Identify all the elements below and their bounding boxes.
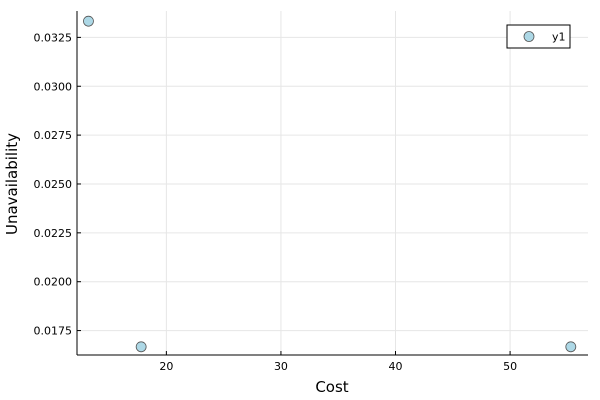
x-axis-label: Cost: [315, 378, 348, 396]
x-tick-label: 20: [159, 360, 173, 373]
data-point: [135, 341, 147, 353]
x-tick-label: 50: [503, 360, 517, 373]
y-tick-label: 0.0200: [34, 276, 73, 289]
data-point: [565, 341, 577, 353]
legend-label: y1: [552, 31, 566, 44]
grid: [77, 11, 588, 355]
y-tick-label: 0.0275: [34, 129, 73, 142]
x-tick-label: 40: [389, 360, 403, 373]
legend: y1: [506, 24, 571, 49]
y-tick-label: 0.0175: [34, 325, 73, 338]
y-tick-label: 0.0325: [34, 31, 73, 44]
axes: [76, 11, 588, 356]
legend-marker: [523, 31, 535, 42]
x-tick-label: 30: [274, 360, 288, 373]
data-points: [83, 15, 577, 353]
y-tick-label: 0.0300: [34, 80, 73, 93]
y-axis-label: Unavailability: [3, 133, 21, 235]
legend-box: [506, 24, 571, 49]
x-ticks: 20 30 40 50: [159, 351, 517, 373]
y-tick-label: 0.0250: [34, 178, 73, 191]
data-point: [83, 15, 94, 27]
y-ticks: 0.0175 0.0200 0.0225 0.0250 0.0275 0.0300 0.03…: [34, 31, 81, 338]
y-tick-label: 0.0225: [34, 227, 73, 240]
